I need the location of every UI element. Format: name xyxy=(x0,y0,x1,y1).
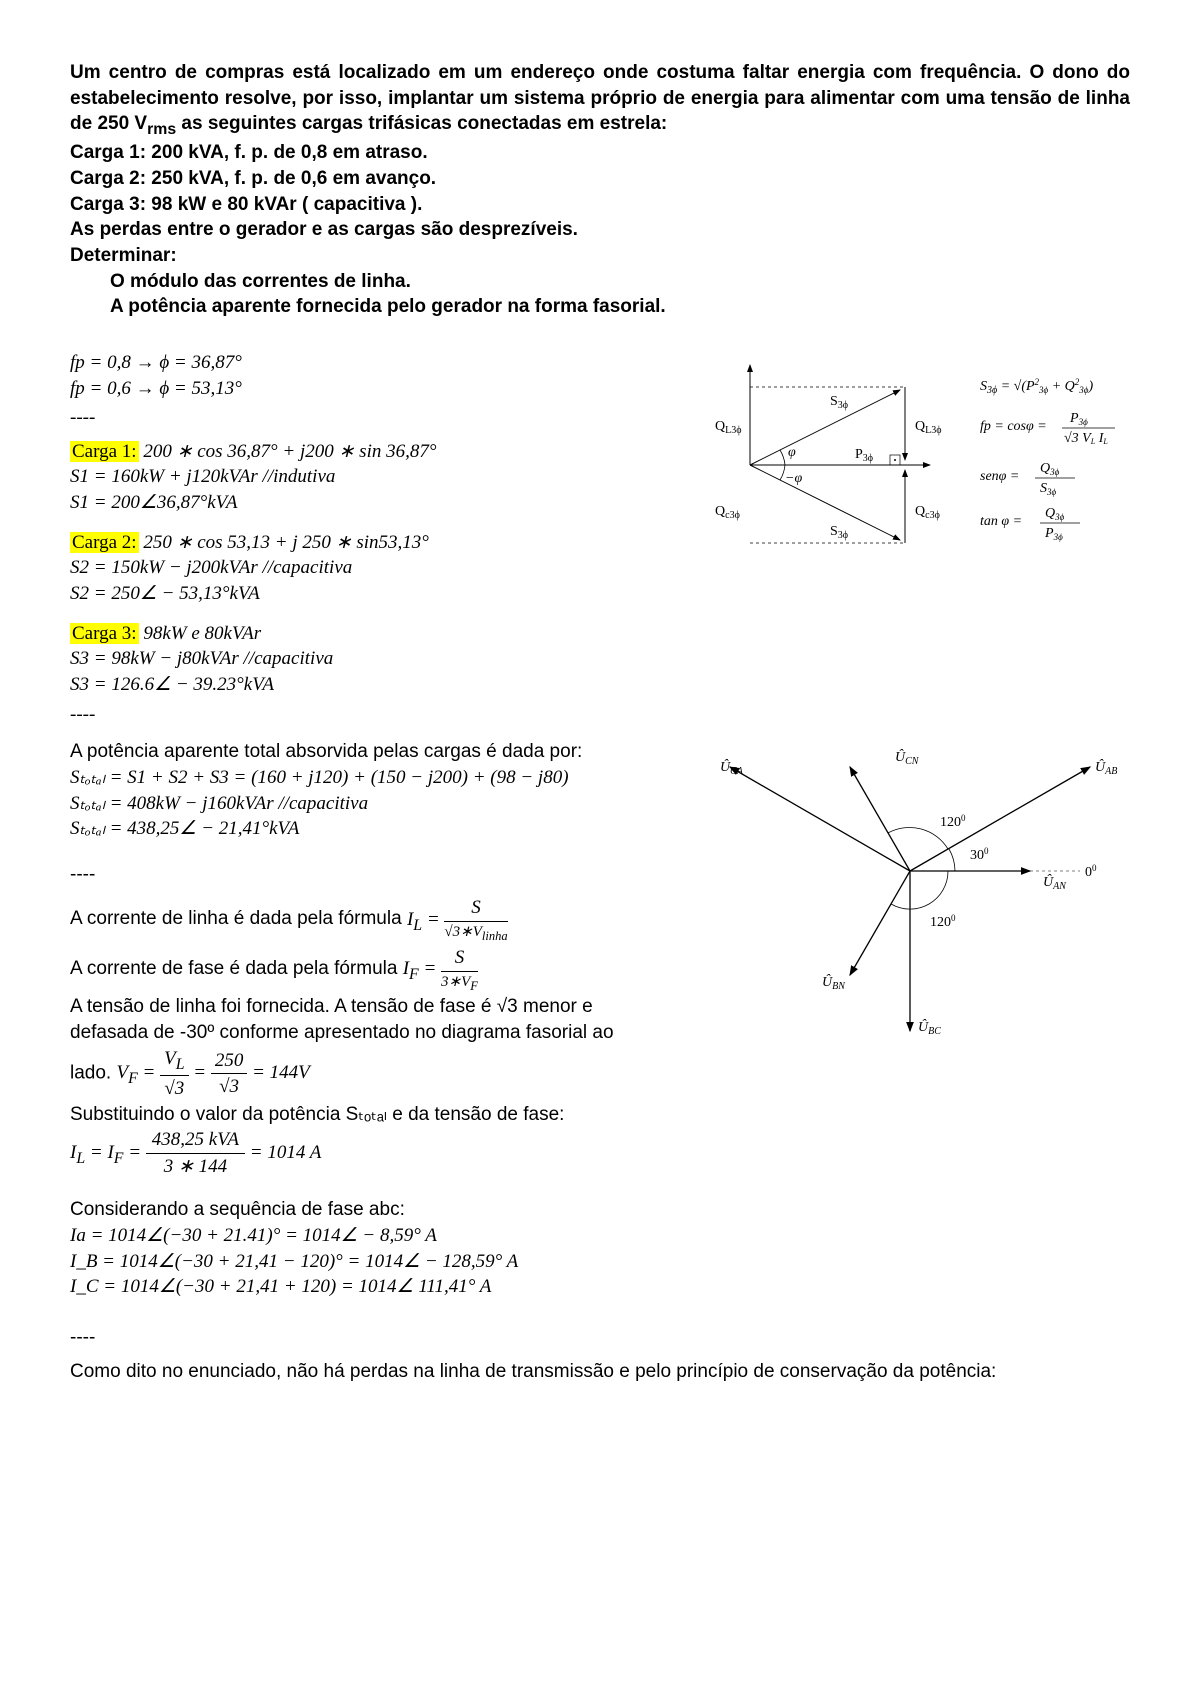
problem-q2: A potência aparente fornecida pelo gerad… xyxy=(110,296,666,317)
svg-text:00: 00 xyxy=(1085,863,1097,880)
svg-text:√3 VL IL: √3 VL IL xyxy=(1064,431,1108,446)
svg-text:ÛBC: ÛBC xyxy=(918,1018,941,1037)
seq-ib: I_B = 1014∠(−30 + 21,41 − 120)° = 1014∠ … xyxy=(70,1249,1130,1275)
svg-text:S3ϕ: S3ϕ xyxy=(830,524,848,541)
current-l1a: A corrente de linha é dada pela fórmula xyxy=(70,909,407,930)
carga3-block: Carga 3: 98kW e 80kVAr S3 = 98kW − j80kV… xyxy=(70,621,1130,728)
seq-ic: I_C = 1014∠(−30 + 21,41 + 120) = 1014∠ 1… xyxy=(70,1274,1130,1300)
current-l3b: VF = VL√3 = 250√3 = 144V xyxy=(116,1062,309,1083)
current-l2a: A corrente de fase é dada pela fórmula xyxy=(70,958,403,979)
problem-loss: As perdas entre o gerador e as cargas sã… xyxy=(70,219,578,240)
power-triangle-diagram: QL3ϕ QL3ϕ Qc3ϕ Qc3ϕ S3ϕ S3ϕ P3ϕ φ −φ S3ϕ… xyxy=(690,350,1130,588)
current-l1b: IL = S√3∗Vlinha xyxy=(407,909,508,930)
problem-c3: Carga 3: 98 kW e 80 kVAr ( capacitiva ). xyxy=(70,194,422,215)
svg-text:P3ϕ: P3ϕ xyxy=(1069,411,1088,427)
problem-p1-rest: as seguintes cargas trifásicas conectada… xyxy=(176,113,667,134)
svg-text:1200: 1200 xyxy=(940,813,966,830)
svg-text:300: 300 xyxy=(970,846,989,863)
svg-text:ÛAB: ÛAB xyxy=(1095,758,1117,777)
current-l5: IL = IF = 438,25 kVA3 ∗ 144 = 1014 A xyxy=(70,1142,321,1163)
svg-text:Q3ϕ: Q3ϕ xyxy=(1040,461,1060,477)
svg-text:Qc3ϕ: Qc3ϕ xyxy=(715,504,740,521)
carga2-label: Carga 2: xyxy=(70,532,139,553)
problem-c1: Carga 1: 200 kVA, f. p. de 0,8 em atraso… xyxy=(70,142,428,163)
svg-text:QL3ϕ: QL3ϕ xyxy=(915,419,942,436)
carga1-label: Carga 1: xyxy=(70,441,139,462)
rms-sub: rms xyxy=(147,121,176,138)
svg-text:tan φ =: tan φ = xyxy=(980,514,1022,529)
svg-text:ÛAN: ÛAN xyxy=(1043,873,1067,892)
phasor-diagram: ÛAN ÛAB ÛCN ÛCA ÛBN ÛBC 1200 1200 300 00 xyxy=(710,741,1130,1049)
svg-text:QL3ϕ: QL3ϕ xyxy=(715,419,742,436)
svg-text:ÛCN: ÛCN xyxy=(895,748,920,767)
conclusion: Como dito no enunciado, não há perdas na… xyxy=(70,1359,1130,1385)
carga2-l2: S2 = 150kW − j200kVAr //capacitiva xyxy=(70,557,352,578)
sep4: ---- xyxy=(70,1325,1130,1351)
svg-text:P3ϕ: P3ϕ xyxy=(855,447,873,464)
svg-text:ÛBN: ÛBN xyxy=(822,973,846,992)
carga1-l3: S1 = 200∠36,87°kVA xyxy=(70,492,237,513)
svg-text:ÛCA: ÛCA xyxy=(720,758,744,777)
problem-c2: Carga 2: 250 kVA, f. p. de 0,6 em avanço… xyxy=(70,168,436,189)
svg-text:S3ϕ: S3ϕ xyxy=(830,394,848,411)
seq-ia: Ia = 1014∠(−30 + 21.41)° = 1014∠ − 8,59°… xyxy=(70,1223,1130,1249)
problem-det: Determinar: xyxy=(70,245,177,266)
problem-q1: O módulo das correntes de linha. xyxy=(110,271,411,292)
current-l4: Substituindo o valor da potência Sₜₒₜₐₗ … xyxy=(70,1104,564,1125)
sequence-block: Considerando a sequência de fase abc: Ia… xyxy=(70,1197,1130,1300)
carga3-l3: S3 = 126.6∠ − 39.23°kVA xyxy=(70,674,274,695)
carga3-l1: 98kW e 80kVAr xyxy=(139,623,262,644)
problem-statement: Um centro de compras está localizado em … xyxy=(70,60,1130,320)
svg-text:Q3ϕ: Q3ϕ xyxy=(1045,506,1065,522)
carga1-l1: 200 ∗ cos 36,87° + j200 ∗ sin 36,87° xyxy=(139,441,437,462)
current-l2b: IF = S3∗VF xyxy=(403,958,478,979)
carga2-l3: S2 = 250∠ − 53,13°kVA xyxy=(70,583,260,604)
carga2-l1: 250 ∗ cos 53,13 + j 250 ∗ sin53,13° xyxy=(139,532,429,553)
svg-text:S3ϕ = √(P23ϕ + Q23ϕ): S3ϕ = √(P23ϕ + Q23ϕ) xyxy=(980,377,1093,396)
carga3-l2: S3 = 98kW − j80kVAr //capacitiva xyxy=(70,648,333,669)
seq-intro: Considerando a sequência de fase abc: xyxy=(70,1197,1130,1223)
svg-text:senφ =: senφ = xyxy=(980,469,1019,484)
sep2: ---- xyxy=(70,702,1130,728)
svg-text:S3ϕ: S3ϕ xyxy=(1040,481,1057,497)
current-block: A corrente de linha é dada pela fórmula … xyxy=(70,895,630,1179)
svg-text:−φ: −φ xyxy=(785,471,802,486)
svg-text:fp = cosφ =: fp = cosφ = xyxy=(980,419,1047,434)
svg-text:P3ϕ: P3ϕ xyxy=(1044,526,1063,542)
svg-text:Qc3ϕ: Qc3ϕ xyxy=(915,504,940,521)
svg-text:φ: φ xyxy=(788,445,796,460)
carga3-label: Carga 3: xyxy=(70,623,139,644)
svg-text:1200: 1200 xyxy=(930,913,956,930)
carga1-l2: S1 = 160kW + j120kVAr //indutiva xyxy=(70,466,335,487)
